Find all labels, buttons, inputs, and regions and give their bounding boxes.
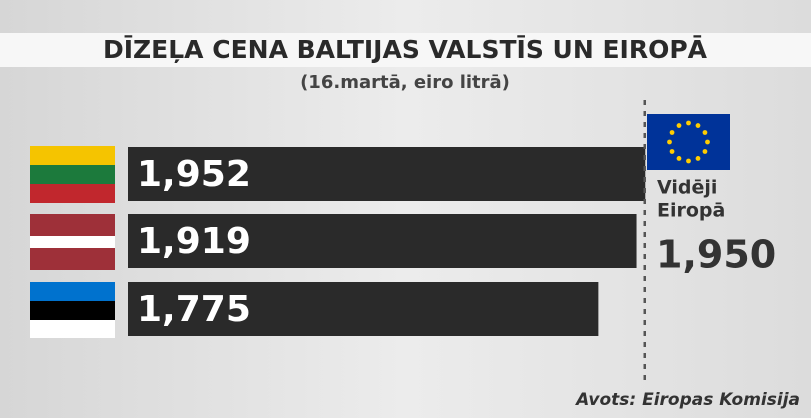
flag-lt — [30, 146, 115, 203]
title-band — [0, 33, 811, 67]
eu-star — [702, 130, 708, 135]
chart-title: DĪZEĻA CENA BALTIJAS VALSTĪS UN EIROPĀ — [103, 35, 708, 64]
eu-star — [676, 156, 682, 161]
reference-label: Eiropā — [657, 200, 725, 222]
eu-star — [676, 123, 682, 128]
reference-label: Vidēji — [657, 177, 717, 199]
bar — [128, 147, 646, 201]
eu-star — [695, 123, 701, 128]
value-label: 1,952 — [137, 154, 251, 195]
eu-star — [705, 139, 710, 145]
source: Avots: Eiropas Komisija — [574, 390, 800, 410]
flag-lv — [30, 214, 115, 270]
eu-star — [667, 139, 672, 145]
bar — [128, 282, 599, 336]
flag-ee — [30, 282, 115, 338]
bar — [128, 214, 637, 268]
reference-value: 1,950 — [656, 233, 776, 277]
eu-star — [669, 149, 675, 154]
eu-star — [702, 149, 708, 154]
eu-star — [695, 156, 701, 161]
value-label: 1,775 — [137, 289, 251, 330]
value-label: 1,919 — [137, 221, 251, 262]
eu-star — [669, 130, 675, 135]
eu-flag — [647, 114, 730, 170]
chart-subtitle: (16.martā, eiro litrā) — [300, 72, 510, 93]
eu-star — [686, 120, 691, 126]
eu-star — [686, 158, 691, 164]
